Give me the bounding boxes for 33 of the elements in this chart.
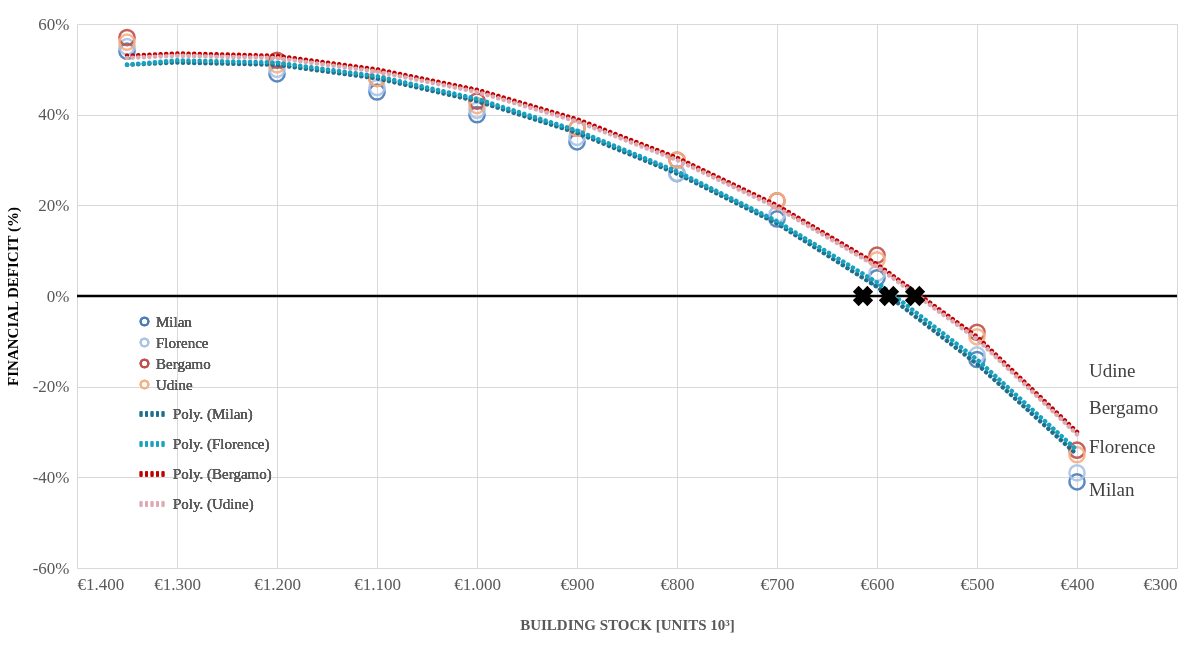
x-tick-label: €1.300 [154, 574, 201, 594]
y-axis-title: FINANCIAL DEFICIT (%) [4, 207, 22, 386]
y-tick-label: 0% [46, 286, 70, 306]
x-tick-label: €400 [1060, 574, 1095, 594]
legend-label: Bergamo [156, 355, 211, 372]
x-tick-label: €1.200 [254, 574, 301, 594]
x-axis-title: BUILDING STOCK [UNITS 10³] [520, 616, 735, 633]
annotation: Milan [1089, 479, 1135, 500]
legend-label: Poly. (Milan) [173, 406, 253, 423]
annotation: Florence [1089, 436, 1156, 457]
y-tick-label: -60% [32, 558, 70, 578]
annotation: Bergamo [1089, 397, 1159, 418]
annotation: Udine [1089, 360, 1136, 381]
legend-label: Poly. (Udine) [173, 496, 254, 513]
y-tick-label: 60% [38, 14, 70, 34]
y-tick-label: 40% [38, 105, 70, 125]
y-tick-label: -20% [32, 377, 70, 397]
legend-label: Milan [156, 313, 193, 330]
x-tick-label: €300 [1143, 574, 1178, 594]
x-tick-label: €1.000 [454, 574, 501, 594]
y-tick-label: 20% [38, 195, 70, 215]
x-tick-label: €800 [660, 574, 695, 594]
x-tick-label: €900 [560, 574, 595, 594]
legend-label: Poly. (Bergamo) [173, 466, 272, 483]
x-tick-label: €1.100 [354, 574, 401, 594]
legend-label: Udine [156, 376, 193, 393]
x-tick-label: €600 [860, 574, 895, 594]
x-tick-label: €500 [960, 574, 995, 594]
x-tick-label: €700 [760, 574, 795, 594]
x-tick-label: €1.400 [77, 574, 125, 594]
legend-label: Poly. (Florence) [173, 436, 270, 453]
y-tick-label: -40% [32, 467, 70, 487]
legend-label: Florence [156, 334, 209, 351]
